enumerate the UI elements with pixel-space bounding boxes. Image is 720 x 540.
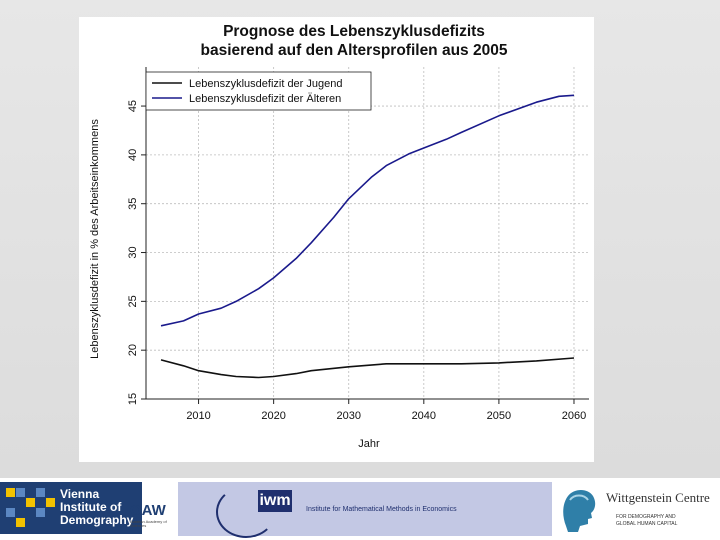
x-tick-label: 2060 bbox=[562, 410, 586, 422]
tick-labels: 2010 2020 2030 2040 2050 2060 15 20 25 30 35 40 45 bbox=[127, 100, 586, 422]
y-axis-label: Lebenszyklusdefizit in % des Arbeitseink… bbox=[89, 119, 101, 359]
vid-logo-line: Vienna bbox=[60, 487, 100, 501]
iwm-arc-icon bbox=[216, 486, 276, 538]
series-line-jugend bbox=[160, 357, 575, 379]
x-tick-label: 2050 bbox=[487, 410, 511, 422]
legend-label-jugend: Lebenszyklusdefizit der Jugend bbox=[189, 78, 342, 90]
y-tick-label: 30 bbox=[127, 246, 139, 258]
x-tick-label: 2040 bbox=[412, 410, 436, 422]
y-tick-label: 45 bbox=[127, 100, 139, 112]
chart-title-line-1: Prognose des Lebenszyklusdefizits bbox=[223, 23, 485, 40]
axes bbox=[141, 67, 589, 404]
legend-box bbox=[145, 71, 372, 111]
logo-square bbox=[36, 508, 45, 517]
legend-label-aeltere: Lebenszyklusdefizit der Älteren bbox=[189, 93, 341, 105]
logo-square bbox=[16, 518, 25, 527]
y-tick-label: 25 bbox=[127, 295, 139, 307]
iwm-logo-panel: iwm Institute for Mathematical Methods i… bbox=[178, 482, 552, 538]
vid-logo-line: Institute of bbox=[60, 500, 122, 514]
oaw-logo-subtitle: Austrian Academy of Sciences bbox=[130, 519, 167, 528]
chart-legend: Lebenszyklusdefizit der Jugend Lebenszyk… bbox=[145, 71, 372, 111]
chart-title-line-2: basierend auf den Altersprofilen aus 200… bbox=[201, 42, 508, 59]
wittgenstein-centre-subtitle: FOR DEMOGRAPHY AND GLOBAL HUMAN CAPITAL bbox=[616, 514, 677, 528]
iwm-logo-badge: iwm bbox=[258, 490, 292, 512]
logo-square bbox=[26, 498, 35, 507]
x-tick-label: 2020 bbox=[261, 410, 285, 422]
x-axis-label: Jahr bbox=[358, 438, 380, 450]
x-tick-label: 2010 bbox=[186, 410, 210, 422]
footer-logo-bar: Vienna Institute of Demography OAW Austr… bbox=[0, 482, 720, 540]
head-silhouette-icon bbox=[563, 490, 596, 532]
y-tick-label: 40 bbox=[127, 149, 139, 161]
chart-panel: Prognose des Lebenszyklusdefizits basier… bbox=[79, 17, 594, 462]
y-tick-label: 15 bbox=[127, 393, 139, 405]
wc-subtitle-line: GLOBAL HUMAN CAPITAL bbox=[616, 521, 678, 527]
y-tick-label: 20 bbox=[127, 344, 139, 356]
oaw-logo: OAW bbox=[130, 502, 166, 519]
wittgenstein-centre-title: Wittgenstein Centre bbox=[606, 490, 710, 505]
vienna-institute-of-demography-logo: Vienna Institute of Demography bbox=[0, 482, 142, 534]
logo-square bbox=[16, 488, 25, 497]
series-line-aeltere bbox=[160, 94, 575, 327]
vid-logo-line: Demography bbox=[60, 513, 134, 527]
wittgenstein-centre-logo: Wittgenstein Centre FOR DEMOGRAPHY AND G… bbox=[552, 482, 720, 536]
wc-subtitle-line: FOR DEMOGRAPHY AND bbox=[616, 514, 676, 520]
x-tick-label: 2030 bbox=[336, 410, 360, 422]
iwm-institute-name: Institute for Mathematical Methods in Ec… bbox=[306, 506, 457, 513]
series-lines bbox=[160, 94, 575, 379]
gridlines bbox=[146, 67, 589, 400]
logo-square bbox=[46, 498, 55, 507]
logo-square bbox=[6, 508, 15, 517]
chart: Prognose des Lebenszyklusdefizits basier… bbox=[89, 23, 589, 450]
y-tick-label: 35 bbox=[127, 198, 139, 210]
logo-square bbox=[36, 488, 45, 497]
logo-square bbox=[6, 488, 15, 497]
vid-logo-text: Vienna Institute of Demography bbox=[60, 488, 133, 527]
